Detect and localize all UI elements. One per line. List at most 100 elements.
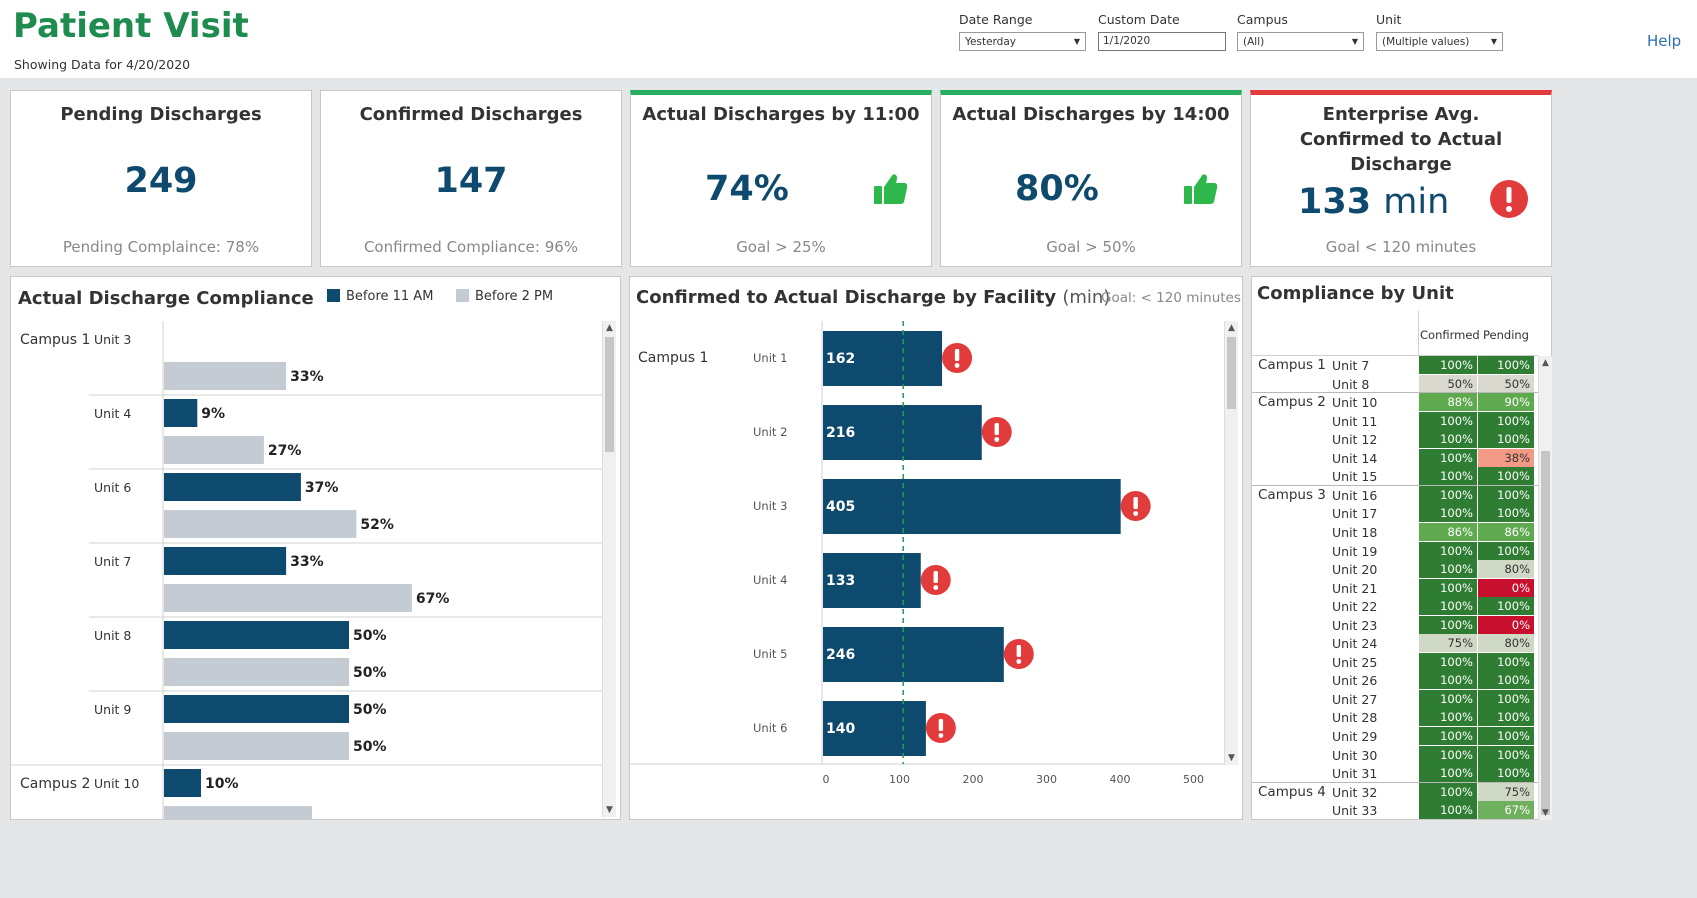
unit-table-scrollbar[interactable]: ▲ ▼ [1538,356,1552,820]
bar-before-11[interactable] [164,547,287,575]
confirmed-cell[interactable]: 100% [1419,615,1477,634]
custom-date-input[interactable]: 1/1/2020 [1098,32,1226,51]
scroll-down-icon[interactable]: ▼ [606,805,613,815]
pending-cell[interactable]: 100% [1478,485,1534,504]
facility-bar[interactable] [823,405,982,460]
pending-cell[interactable]: 0% [1478,615,1534,634]
unit-label: Unit 8 [1332,376,1370,392]
confirmed-cell[interactable]: 100% [1419,411,1477,430]
pending-cell[interactable]: 90% [1478,393,1534,412]
scroll-thumb[interactable] [1227,337,1236,409]
scroll-down-icon[interactable]: ▼ [1228,753,1235,763]
bar-before-2-label: 33% [290,369,324,385]
help-link[interactable]: Help [1647,32,1682,50]
confirmed-cell[interactable]: 88% [1419,393,1477,412]
panel-title: Confirmed to Actual Discharge by Facilit… [636,287,1057,308]
pending-cell[interactable]: 100% [1478,727,1534,746]
pending-cell[interactable]: 100% [1478,689,1534,708]
confirmed-cell[interactable]: 100% [1419,597,1477,616]
confirmed-cell[interactable]: 100% [1419,671,1477,690]
confirmed-cell[interactable]: 100% [1419,727,1477,746]
confirmed-cell[interactable]: 100% [1419,356,1477,375]
pending-cell[interactable]: 100% [1478,597,1534,616]
confirmed-cell[interactable]: 100% [1419,504,1477,523]
scroll-up-icon[interactable]: ▲ [1228,323,1235,333]
bar-before-11[interactable] [164,473,301,501]
facility-bar[interactable] [823,627,1004,682]
scroll-up-icon[interactable]: ▲ [1542,358,1549,368]
pending-cell[interactable]: 100% [1478,541,1534,560]
unit-label: Unit 3 [94,332,131,347]
pending-cell[interactable]: 100% [1478,708,1534,727]
pending-cell[interactable]: 100% [1478,430,1534,449]
compliance-scrollbar[interactable]: ▲ ▼ [602,321,616,817]
facility-bar[interactable] [823,479,1121,534]
confirmed-cell[interactable]: 100% [1419,578,1477,597]
bar-before-2[interactable] [164,436,264,464]
bar-before-2[interactable] [164,362,287,390]
thumbs-up-icon [874,174,908,204]
scroll-up-icon[interactable]: ▲ [606,323,613,333]
confirmed-cell[interactable]: 100% [1419,485,1477,504]
confirmed-cell[interactable]: 100% [1419,467,1477,486]
pending-cell[interactable]: 80% [1478,634,1534,653]
bar-before-2[interactable] [164,658,349,686]
bar-before-11[interactable] [164,769,201,797]
pending-cell[interactable]: 100% [1478,652,1534,671]
confirmed-cell[interactable]: 100% [1419,652,1477,671]
pending-cell[interactable]: 100% [1478,504,1534,523]
scroll-thumb[interactable] [1541,451,1550,815]
facility-bar-label: 140 [826,721,855,737]
pending-cell[interactable]: 38% [1478,448,1534,467]
bar-before-2[interactable] [164,510,357,538]
bar-before-2[interactable] [164,732,349,760]
scroll-thumb[interactable] [605,337,614,452]
bar-before-11[interactable] [164,695,349,723]
pending-cell[interactable]: 100% [1478,745,1534,764]
pending-cell[interactable]: 100% [1478,764,1534,783]
confirmed-cell[interactable]: 100% [1419,801,1477,820]
pending-cell[interactable]: 80% [1478,560,1534,579]
facility-bar[interactable] [823,701,926,756]
scroll-down-icon[interactable]: ▼ [1542,808,1549,818]
pending-cell[interactable]: 75% [1478,782,1534,801]
unit-label: Unit 5 [753,647,787,661]
confirmed-cell[interactable]: 100% [1419,764,1477,783]
pending-cell[interactable]: 50% [1478,374,1534,393]
confirmed-cell[interactable]: 100% [1419,782,1477,801]
facility-bar[interactable] [823,331,943,386]
unit-label: Unit 2 [753,425,787,439]
facility-bar[interactable] [823,553,921,608]
unit-select[interactable]: (Multiple values) ▼ [1376,32,1503,51]
confirmed-cell[interactable]: 75% [1419,634,1477,653]
facility-scrollbar[interactable]: ▲ ▼ [1224,321,1238,765]
pending-cell[interactable]: 100% [1478,671,1534,690]
date-range-select[interactable]: Yesterday ▼ [959,32,1086,51]
confirmed-cell[interactable]: 100% [1419,430,1477,449]
pending-cell[interactable]: 0% [1478,578,1534,597]
pending-cell[interactable]: 86% [1478,522,1534,541]
header-divider [1252,355,1538,356]
kpi-confirmed-discharges: Confirmed Discharges 147 Confirmed Compl… [320,90,622,267]
bar-before-11[interactable] [164,621,349,649]
bar-before-2[interactable] [164,806,312,819]
pending-cell[interactable]: 67% [1478,801,1534,820]
x-tick-label: 400 [1110,773,1131,786]
campus-select[interactable]: (All) ▼ [1237,32,1364,51]
confirmed-cell[interactable]: 86% [1419,522,1477,541]
confirmed-cell[interactable]: 50% [1419,374,1477,393]
confirmed-cell[interactable]: 100% [1419,448,1477,467]
confirmed-cell[interactable]: 100% [1419,689,1477,708]
unit-label: Unit 3 [753,499,787,513]
confirmed-cell[interactable]: 100% [1419,541,1477,560]
confirmed-cell[interactable]: 100% [1419,560,1477,579]
confirmed-cell[interactable]: 100% [1419,708,1477,727]
confirmed-cell[interactable]: 100% [1419,745,1477,764]
pending-cell[interactable]: 100% [1478,356,1534,375]
bar-before-2[interactable] [164,584,412,612]
pending-cell[interactable]: 100% [1478,467,1534,486]
campus-label: Campus 1 [638,350,708,366]
pending-cell[interactable]: 100% [1478,411,1534,430]
bar-before-11[interactable] [164,399,198,427]
unit-label: Unit 12 [1332,432,1378,448]
